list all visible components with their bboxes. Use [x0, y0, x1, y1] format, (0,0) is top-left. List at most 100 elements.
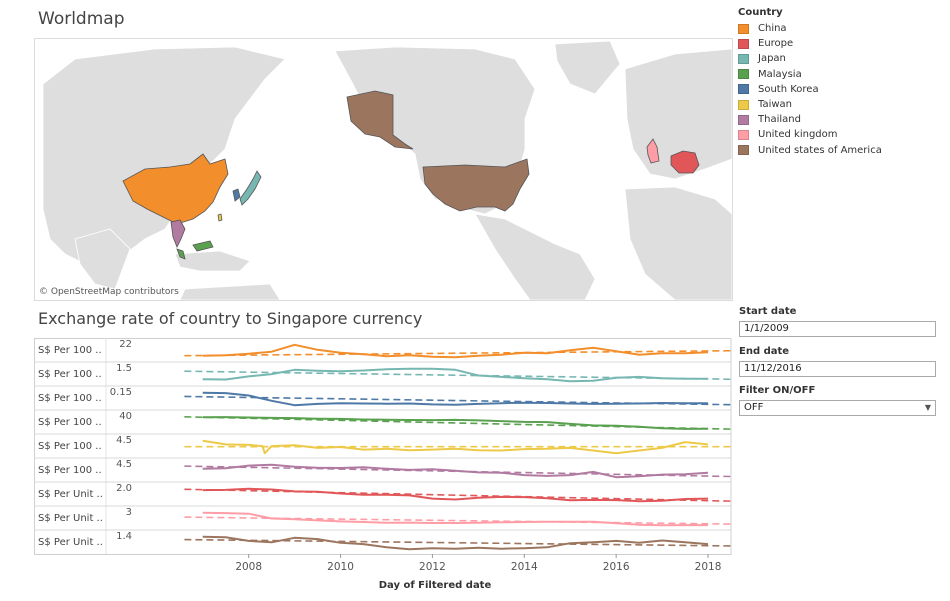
- legend-label: Europe: [758, 38, 794, 50]
- trend-line: [184, 465, 732, 478]
- x-tick-label: 2010: [327, 561, 354, 573]
- legend-item[interactable]: Japan: [738, 51, 943, 66]
- map-country-malaysia: [176, 240, 214, 260]
- map-country-usa: [422, 158, 530, 212]
- map-land-africa: [624, 186, 732, 300]
- legend-label: China: [758, 23, 787, 35]
- filter-toggle-value: OFF: [744, 402, 764, 413]
- row-label: S$ Per 100 ..: [38, 417, 102, 428]
- legend-label: Taiwan: [758, 99, 793, 111]
- series-line: [202, 511, 708, 527]
- row-label: S$ Per Unit ..: [38, 489, 103, 500]
- row-label: S$ Per 100 ..: [38, 393, 102, 404]
- x-tick-label: 2016: [603, 561, 630, 573]
- map-country-japan: [239, 170, 262, 206]
- map-country-united-kingdom: [646, 138, 660, 164]
- map-country-europe: [670, 150, 700, 174]
- row-tick-label: 1.5: [116, 363, 132, 374]
- end-date-input[interactable]: 11/12/2016: [739, 361, 936, 377]
- row-tick-label: 2.0: [116, 483, 132, 494]
- legend-item[interactable]: Europe: [738, 36, 943, 51]
- map-attribution[interactable]: © OpenStreetMap contributors: [39, 287, 179, 297]
- row-label: S$ Per 100 ..: [38, 441, 102, 452]
- chart-frame: [34, 338, 732, 555]
- map-land-greenland: [554, 40, 621, 95]
- x-tick-label: 2008: [235, 561, 262, 573]
- legend-item[interactable]: United kingdom: [738, 127, 943, 142]
- legend-label: South Korea: [758, 83, 819, 95]
- map-country-china: [122, 153, 229, 225]
- legend-swatch: [738, 145, 749, 156]
- map-land-indonesia: [174, 250, 251, 272]
- world-map-canvas[interactable]: [35, 39, 732, 300]
- filter-toggle-label: Filter ON/OFF: [739, 385, 816, 396]
- row-tick-label: 4.5: [116, 459, 132, 470]
- series-line: [202, 416, 709, 430]
- legend-items: China Europe Japan Malaysia South Korea Taiwa…: [738, 21, 943, 158]
- legend-label: United states of America: [758, 144, 882, 156]
- series-line: [202, 439, 709, 455]
- start-date-input[interactable]: 1/1/2009: [739, 321, 936, 337]
- map-country-south-korea: [232, 188, 241, 202]
- row-label: S$ Per 100 ..: [38, 345, 102, 356]
- x-tick-label: 2018: [695, 561, 722, 573]
- map-land-asia: [42, 46, 286, 265]
- exchange-rate-chart: S$ Per 100 .. 22 S$ Per 100 .. 1.5 S$ Per 10…: [34, 338, 734, 582]
- legend-item[interactable]: Malaysia: [738, 67, 943, 82]
- series-line: [202, 367, 708, 383]
- row-tick-label: 22: [119, 339, 132, 350]
- series-line: [202, 343, 709, 359]
- legend-item[interactable]: Taiwan: [738, 97, 943, 112]
- filter-toggle-select[interactable]: OFF ▼: [739, 400, 936, 416]
- series-line: [202, 391, 708, 407]
- legend-swatch: [738, 38, 749, 49]
- row-label: S$ Per 100 ..: [38, 369, 102, 380]
- legend-item[interactable]: China: [738, 21, 943, 36]
- x-axis-title: Day of Filtered date: [378, 580, 492, 591]
- map-land-australia: [179, 283, 281, 300]
- legend-item[interactable]: Thailand: [738, 112, 943, 127]
- x-tick-label: 2014: [511, 561, 538, 573]
- legend-swatch: [738, 114, 749, 125]
- map-country-taiwan: [217, 213, 223, 222]
- legend-item[interactable]: South Korea: [738, 82, 943, 97]
- row-tick-label: 40: [119, 411, 132, 422]
- legend-swatch: [738, 53, 749, 64]
- exchange-rate-chart-svg: S$ Per 100 .. 22 S$ Per 100 .. 1.5 S$ Per 10…: [34, 338, 732, 573]
- legend-swatch: [738, 99, 749, 110]
- row-tick-label: 1.4: [116, 531, 132, 542]
- map-title: Worldmap: [38, 9, 125, 29]
- row-tick-label: 3: [126, 507, 132, 518]
- series-line: [202, 487, 709, 503]
- world-map[interactable]: © OpenStreetMap contributors: [34, 38, 733, 301]
- country-legend: Country China Europe Japan Malaysia South Ko…: [738, 7, 943, 158]
- map-land-india: [74, 228, 131, 290]
- x-tick-label: 2012: [419, 561, 446, 573]
- row-label: S$ Per 100 ..: [38, 465, 102, 476]
- chevron-down-icon[interactable]: ▼: [924, 403, 931, 412]
- legend-label: Japan: [758, 53, 786, 65]
- trend-line: [184, 488, 732, 502]
- series-line: [202, 535, 709, 551]
- row-label: S$ Per Unit ..: [38, 537, 103, 548]
- trend-line: [184, 349, 732, 357]
- end-date-label: End date: [739, 346, 790, 357]
- map-country-usa-alaska: [346, 90, 414, 150]
- chart-title: Exchange rate of country to Singapore cu…: [38, 309, 423, 328]
- map-land-south-america: [474, 213, 596, 300]
- row-tick-label: 0.15: [110, 387, 132, 398]
- legend-label: Thailand: [758, 114, 801, 126]
- legend-swatch: [738, 23, 749, 34]
- legend-swatch: [738, 69, 749, 80]
- start-date-label: Start date: [739, 306, 797, 317]
- legend-title: Country: [738, 7, 783, 18]
- map-country-thailand: [170, 219, 186, 248]
- legend-label: Malaysia: [758, 68, 802, 80]
- series-line: [202, 463, 709, 479]
- legend-label: United kingdom: [758, 129, 838, 141]
- row-label: S$ Per Unit ..: [38, 513, 103, 524]
- legend-swatch: [738, 84, 749, 95]
- legend-swatch: [738, 129, 749, 140]
- row-tick-label: 4.5: [116, 435, 132, 446]
- legend-item[interactable]: United states of America: [738, 143, 943, 158]
